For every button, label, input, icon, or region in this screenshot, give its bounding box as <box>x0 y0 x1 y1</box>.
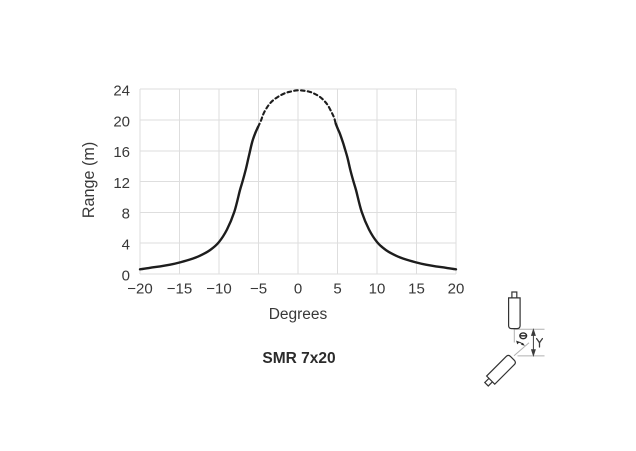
svg-text:12: 12 <box>113 175 130 192</box>
svg-text:8: 8 <box>122 206 130 223</box>
svg-text:16: 16 <box>113 144 130 161</box>
svg-text:0: 0 <box>294 281 302 298</box>
svg-text:−10: −10 <box>206 281 231 298</box>
svg-text:−15: −15 <box>167 281 192 298</box>
svg-text:4: 4 <box>122 237 130 254</box>
svg-text:SMR 7x20: SMR 7x20 <box>262 350 335 367</box>
svg-text:5: 5 <box>333 281 341 298</box>
svg-text:24: 24 <box>113 83 130 100</box>
svg-text:20: 20 <box>448 281 465 298</box>
svg-text:10: 10 <box>369 281 386 298</box>
svg-text:15: 15 <box>408 281 425 298</box>
svg-text:Range (m): Range (m) <box>80 142 98 218</box>
svg-text:−5: −5 <box>250 281 267 298</box>
svg-text:20: 20 <box>113 113 130 130</box>
svg-text:Degrees: Degrees <box>269 306 328 323</box>
svg-text:−20: −20 <box>127 281 152 298</box>
svg-text:0: 0 <box>122 267 130 284</box>
